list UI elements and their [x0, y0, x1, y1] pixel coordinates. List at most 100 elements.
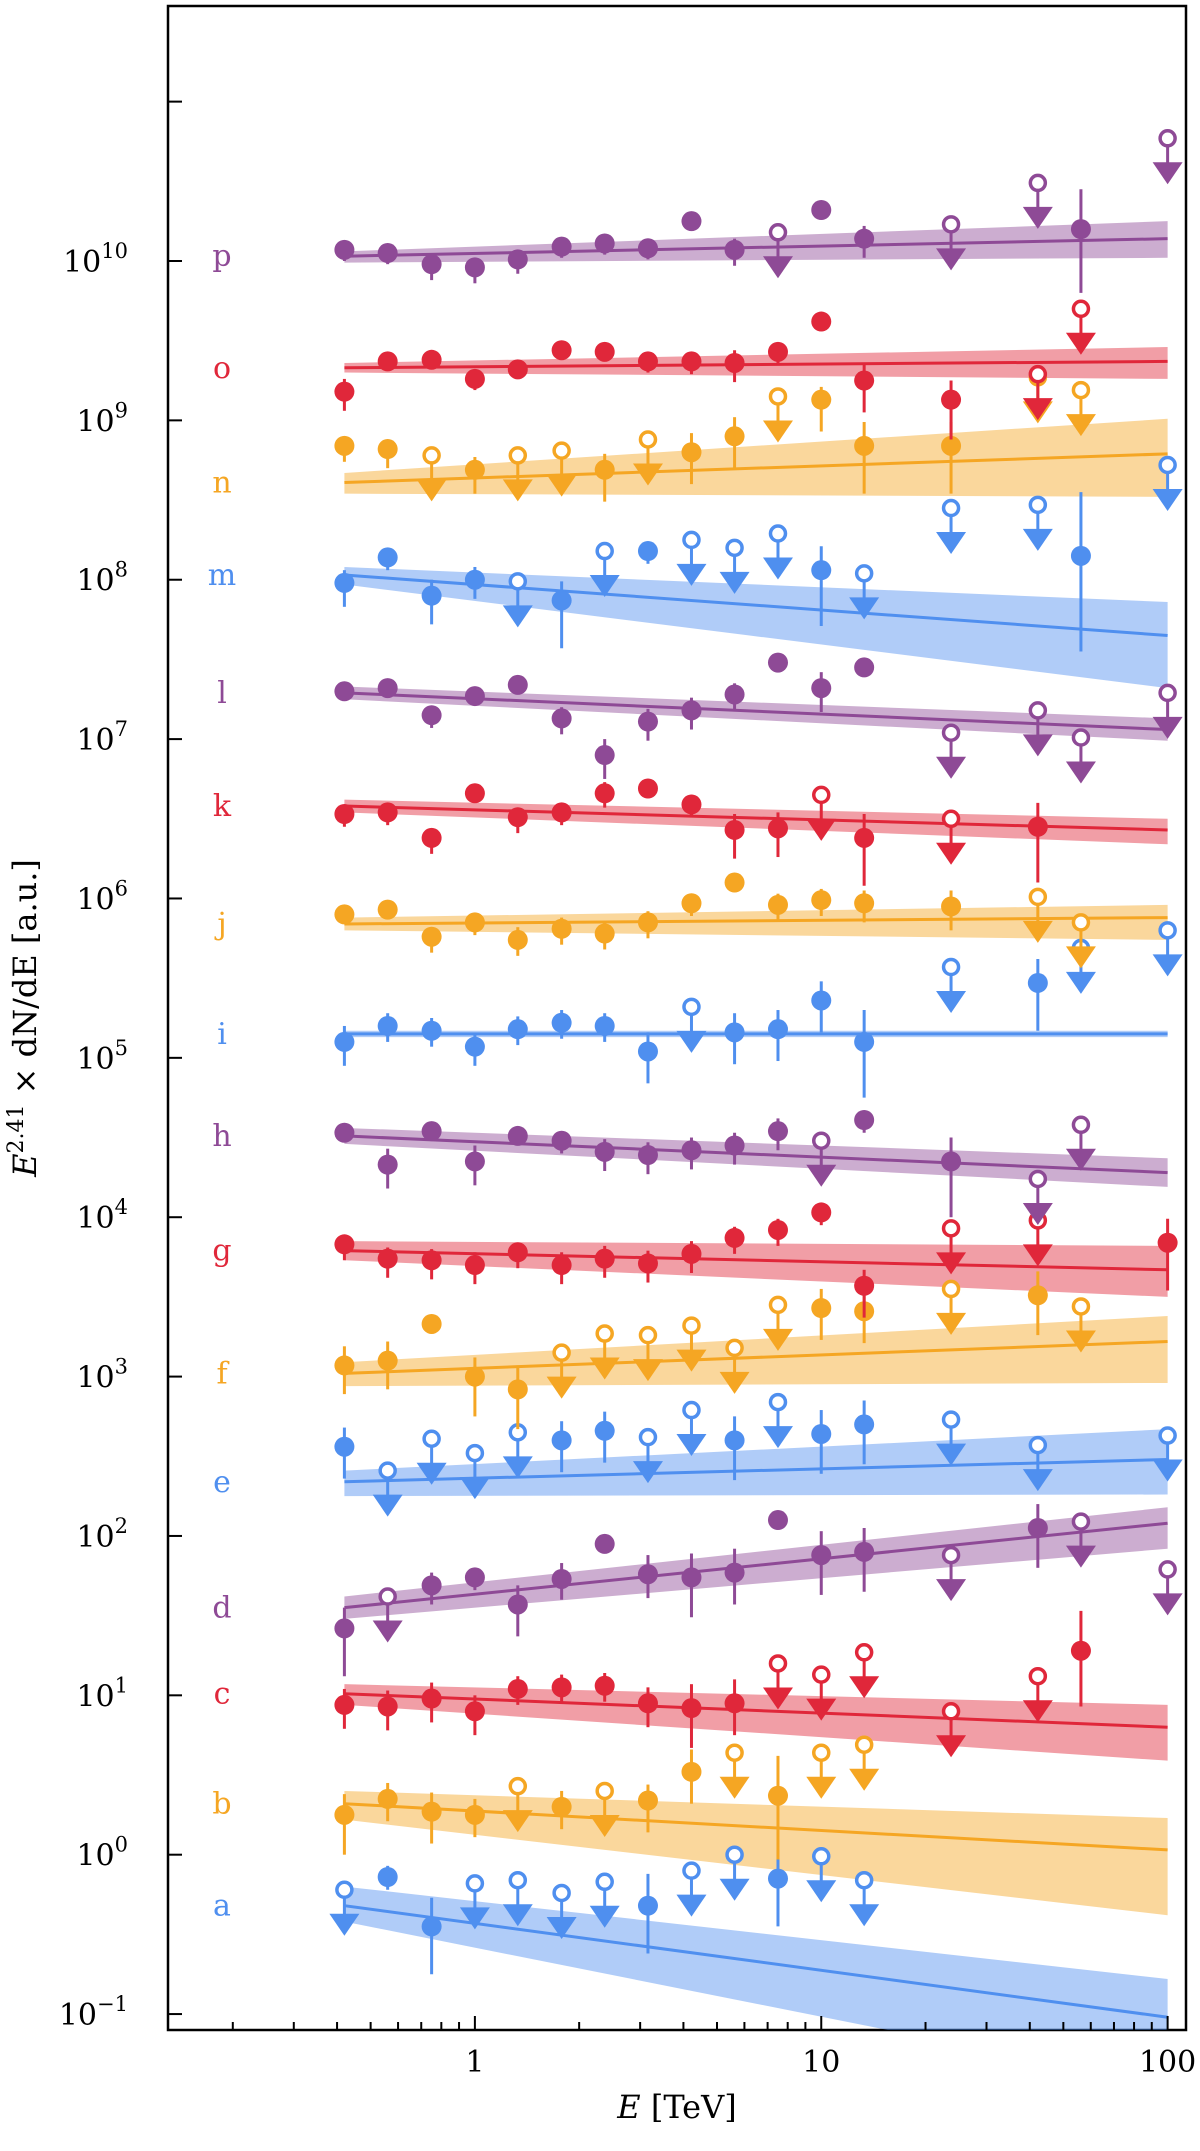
data-point-f — [334, 1355, 355, 1376]
upper-limit-arrow-e — [502, 1456, 533, 1479]
data-point-j — [811, 890, 832, 911]
series-label-g: g — [212, 1234, 231, 1269]
upper-limit-marker-f — [941, 1279, 961, 1299]
upper-limit-marker-e — [422, 1429, 441, 1448]
series-label-h: h — [212, 1119, 231, 1154]
y-tick-label: 104 — [76, 1195, 128, 1236]
data-point-o — [507, 359, 528, 380]
data-point-p — [377, 243, 398, 264]
data-point-p — [551, 236, 572, 257]
data-point-j — [767, 894, 788, 915]
data-point-i — [377, 1015, 398, 1036]
y-tick-label: 102 — [76, 1514, 128, 1555]
upper-limit-marker-l — [1158, 683, 1177, 703]
data-point-l — [507, 674, 528, 695]
upper-limit-marker-a — [508, 1870, 528, 1890]
upper-limit-arrow-n — [632, 463, 663, 486]
upper-limit-marker-i — [941, 957, 961, 977]
data-point-h — [334, 1122, 355, 1143]
upper-limit-arrow-f — [632, 1359, 663, 1382]
data-point-c — [551, 1677, 572, 1698]
data-point-e — [594, 1420, 615, 1441]
upper-limit-arrow-a — [502, 1904, 533, 1927]
data-point-g — [767, 1219, 788, 1240]
data-point-k — [681, 794, 702, 815]
series-label-n: n — [212, 466, 231, 501]
data-point-p — [854, 228, 875, 249]
data-point-d — [681, 1567, 702, 1588]
upper-limit-marker-f — [725, 1338, 744, 1358]
upper-limit-arrow-l — [1065, 761, 1096, 784]
upper-limit-marker-m — [1158, 455, 1177, 475]
y-tick-label: 100 — [76, 1833, 128, 1874]
data-point-i — [767, 1019, 788, 1040]
data-point-h — [594, 1141, 615, 1162]
data-point-p — [464, 257, 485, 278]
fit-line-c — [344, 1692, 1168, 1729]
upper-limit-arrow-l — [1152, 716, 1183, 739]
data-point-p — [681, 211, 702, 232]
upper-limit-arrow-i — [1065, 971, 1096, 994]
data-point-h — [854, 1109, 875, 1130]
upper-limit-arrow-m — [1152, 488, 1183, 511]
data-point-c — [334, 1694, 355, 1715]
upper-limit-marker-i — [682, 997, 701, 1017]
data-point-p — [507, 249, 528, 270]
upper-limit-arrow-e — [372, 1494, 403, 1517]
data-point-h — [507, 1125, 528, 1146]
data-point-h — [421, 1121, 442, 1142]
upper-limit-marker-n — [508, 446, 528, 465]
upper-limit-arrow-c — [849, 1676, 880, 1699]
data-point-m — [1070, 545, 1091, 566]
series-label-m: m — [208, 558, 236, 593]
upper-limit-marker-a — [812, 1847, 831, 1866]
x-tick-label: 1 — [465, 2045, 484, 2080]
data-point-n — [854, 435, 875, 456]
data-point-p — [1070, 219, 1091, 240]
upper-limit-arrow-f — [936, 1312, 967, 1335]
data-point-g — [681, 1243, 702, 1264]
data-point-d — [464, 1567, 485, 1588]
data-point-b — [377, 1788, 398, 1809]
data-point-i — [551, 1012, 572, 1033]
upper-limit-marker-e — [768, 1392, 788, 1412]
data-point-f — [507, 1379, 528, 1400]
upper-limit-marker-k — [812, 785, 831, 805]
upper-limit-marker-l — [1028, 701, 1048, 720]
data-point-e — [854, 1414, 875, 1435]
fit-line-h — [344, 1134, 1168, 1175]
data-point-d — [767, 1510, 788, 1531]
series-label-o: o — [213, 351, 231, 386]
upper-limit-arrow-e — [762, 1426, 793, 1449]
data-point-l — [811, 678, 832, 699]
upper-limit-marker-e — [1028, 1435, 1048, 1455]
data-point-l — [334, 681, 355, 702]
data-point-k — [334, 804, 355, 825]
data-point-p — [724, 239, 745, 260]
upper-limit-arrow-m — [676, 563, 707, 586]
data-point-l — [854, 657, 875, 678]
fit-line-d — [344, 1521, 1168, 1610]
data-point-k — [551, 802, 572, 823]
x-tick-label: 100 — [1139, 2045, 1196, 2080]
upper-limit-arrow-n — [502, 479, 533, 502]
data-point-i — [854, 1031, 875, 1052]
upper-limit-marker-a — [595, 1872, 614, 1892]
y-axis-label: E2.41 × dN/dE [a.u.] — [4, 859, 44, 1178]
data-point-i — [637, 1041, 658, 1062]
upper-limit-arrow-n — [416, 479, 447, 502]
upper-limit-marker-l — [941, 723, 961, 742]
data-point-g — [811, 1202, 832, 1223]
upper-limit-arrow-i — [1152, 954, 1183, 977]
data-point-o — [377, 351, 398, 372]
data-point-h — [941, 1151, 962, 1172]
x-tick-label: 10 — [802, 2045, 840, 2080]
data-point-o — [464, 368, 485, 389]
upper-limit-arrow-a — [719, 1878, 750, 1901]
data-point-k — [507, 807, 528, 828]
fit-line-a — [344, 1904, 1168, 2019]
data-point-m — [334, 572, 355, 593]
upper-limit-arrow-p — [1152, 162, 1183, 185]
upper-limit-marker-b — [725, 1743, 744, 1762]
data-point-n — [334, 435, 355, 456]
